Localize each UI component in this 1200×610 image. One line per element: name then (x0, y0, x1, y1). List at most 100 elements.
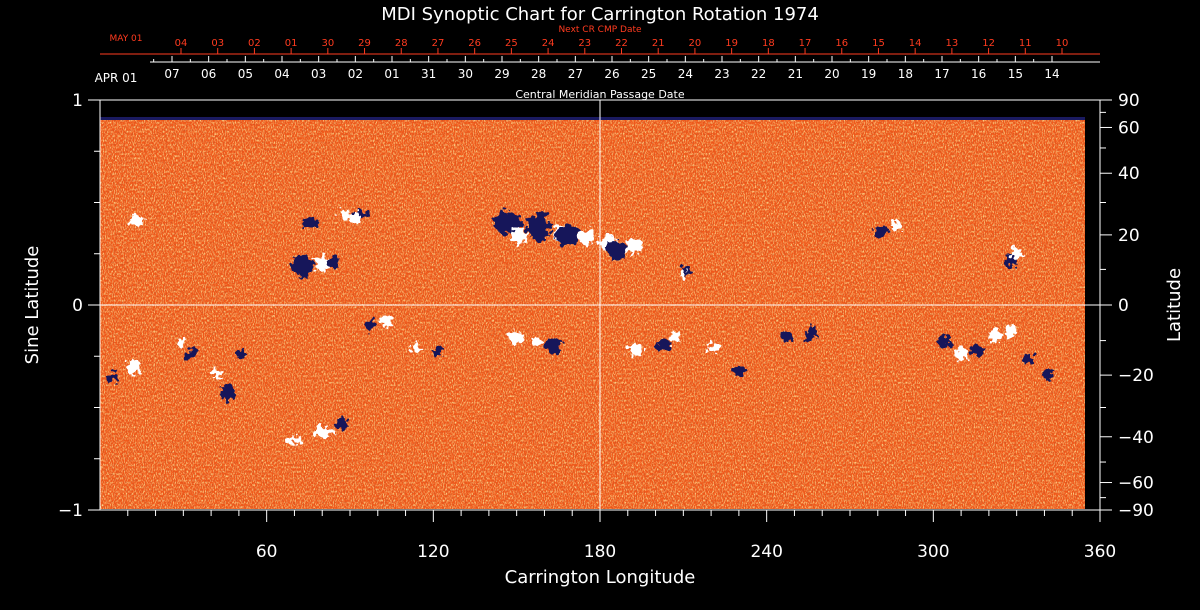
positive-polarity-patch (669, 331, 681, 344)
next-cr-date-label: 28 (395, 38, 408, 49)
y-right-tick-label: −90 (1118, 501, 1154, 521)
active-regions (108, 209, 1053, 445)
negative-polarity-patch (732, 365, 745, 376)
magnetogram-field (100, 100, 1100, 510)
positive-polarity-patch (130, 214, 143, 227)
y-right-tick-label: 40 (1118, 164, 1140, 184)
cmp-date-label: 21 (788, 67, 803, 81)
positive-polarity-patch (628, 344, 645, 357)
negative-polarity-patch (544, 338, 561, 354)
cmp-date-label: 15 (1008, 67, 1023, 81)
positive-polarity-patch (891, 220, 904, 231)
x-tick-label: 60 (256, 542, 278, 562)
cmp-date-label: 07 (164, 67, 179, 81)
positive-polarity-patch (210, 367, 223, 378)
next-cr-date-label: 14 (909, 38, 922, 49)
y-right-tick-label: −60 (1118, 474, 1154, 494)
negative-polarity-patch (364, 320, 375, 331)
positive-polarity-patch (1005, 325, 1018, 338)
y-left-tick-label: 1 (72, 91, 83, 111)
cmp-date-label: 20 (824, 67, 839, 81)
positive-polarity-patch (953, 347, 970, 362)
positive-polarity-patch (679, 270, 688, 279)
negative-polarity-patch (1042, 369, 1053, 380)
next-cr-date-label: 29 (358, 38, 371, 49)
next-cr-date-label: 15 (872, 38, 885, 49)
negative-polarity-patch (526, 213, 551, 242)
next-cr-date-label: 02 (248, 38, 261, 49)
next-cr-date-label: 18 (762, 38, 775, 49)
negative-polarity-patch (554, 225, 579, 246)
next-cr-date-label: 01 (285, 38, 298, 49)
cmp-date-label: 06 (201, 67, 216, 81)
y-axis-right-label: Latitude (1164, 268, 1185, 342)
next-cr-date-label: 16 (835, 38, 848, 49)
negative-polarity-patch (970, 344, 985, 357)
negative-polarity-patch (327, 255, 340, 268)
y-left-tick-label: −1 (58, 501, 83, 521)
x-tick-label: 360 (1084, 542, 1116, 562)
x-tick-label: 300 (917, 542, 949, 562)
y-right-tick-label: −20 (1118, 366, 1154, 386)
north-pole-edge (100, 117, 1085, 120)
x-tick-label: 240 (750, 542, 782, 562)
y-right-tick-label: 20 (1118, 226, 1140, 246)
cmp-date-label: 05 (238, 67, 253, 81)
y-axis-right: Latitude 90 60 40 20 0 −20 −40 −60 −90 (1100, 91, 1185, 521)
next-cr-date-label: 10 (1056, 38, 1069, 49)
next-cr-date-label: 25 (505, 38, 518, 49)
positive-polarity-patch (314, 256, 331, 272)
negative-polarity-patch (433, 345, 444, 356)
cmp-date-label: 27 (568, 67, 583, 81)
cmp-start-label: APR 01 (95, 71, 138, 85)
next-cr-date-label: 12 (982, 38, 995, 49)
next-cr-date-label: 26 (468, 38, 481, 49)
next-cr-date-label: 13 (946, 38, 959, 49)
cmp-date-label: 25 (641, 67, 656, 81)
cmp-date-label: 14 (1044, 67, 1059, 81)
cmp-date-label: 16 (971, 67, 986, 81)
negative-polarity-patch (108, 370, 119, 383)
next-cr-date-label: 30 (321, 38, 334, 49)
cmp-date-label: 01 (384, 67, 399, 81)
positive-polarity-patch (380, 315, 393, 328)
positive-polarity-patch (285, 436, 304, 445)
next-cr-date-label: 03 (211, 38, 224, 49)
cmp-axis-label: Central Meridian Passage Date (515, 88, 684, 101)
negative-polarity-patch (292, 254, 313, 279)
x-tick-label: 180 (584, 542, 616, 562)
cmp-date-label: 18 (898, 67, 913, 81)
negative-polarity-patch (334, 417, 349, 430)
next-cr-date-label: 23 (578, 38, 591, 49)
next-cr-date-label: 21 (652, 38, 665, 49)
next-cr-date-label: 11 (1019, 38, 1032, 49)
negative-polarity-patch (236, 349, 247, 360)
next-cr-date-label: 17 (799, 38, 812, 49)
positive-polarity-patch (349, 212, 362, 225)
negative-polarity-patch (1021, 352, 1034, 365)
positive-polarity-patch (312, 427, 333, 438)
cmp-date-label: 24 (678, 67, 693, 81)
negative-polarity-patch (805, 325, 818, 342)
x-axis-label: Carrington Longitude (505, 567, 696, 588)
positive-polarity-patch (410, 343, 423, 354)
negative-polarity-patch (655, 340, 672, 352)
x-tick-label: 120 (417, 542, 449, 562)
positive-polarity-patch (126, 358, 141, 375)
negative-polarity-patch (220, 385, 235, 402)
cmp-date-label: 04 (274, 67, 289, 81)
next-cr-date-label: 19 (725, 38, 738, 49)
positive-polarity-patch (508, 331, 525, 344)
cmp-date-label: 31 (421, 67, 436, 81)
positive-polarity-patch (578, 229, 595, 246)
negative-polarity-patch (779, 329, 794, 342)
y-right-tick-label: 60 (1118, 118, 1140, 138)
y-axis-left: Sine Latitude 1 0 −1 (22, 91, 100, 521)
next-cr-date-label: 22 (615, 38, 628, 49)
y-right-tick-label: 0 (1118, 296, 1129, 316)
x-axis: Carrington Longitude 60 120 180 240 300 360 (127, 510, 1116, 588)
next-cr-date-label: 24 (542, 38, 555, 49)
y-axis-left-label: Sine Latitude (22, 246, 43, 365)
positive-polarity-patch (707, 343, 720, 354)
